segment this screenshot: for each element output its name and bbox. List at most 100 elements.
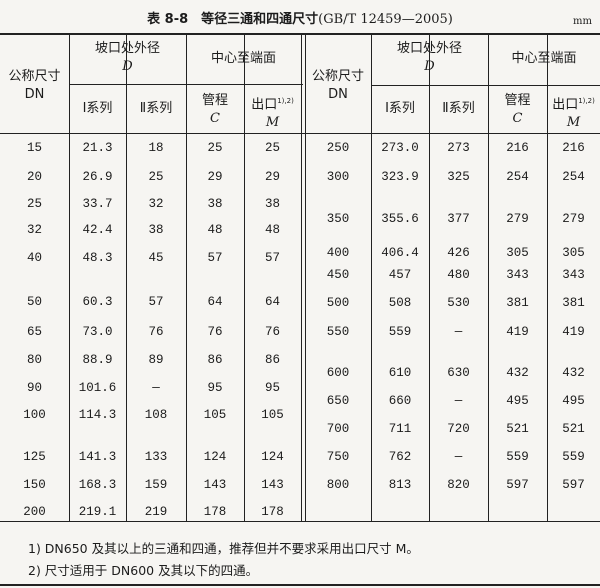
- cell-outlet-m: 559: [562, 450, 585, 464]
- cell-run-c: 76: [207, 325, 223, 339]
- cell-series2-d: 89: [148, 353, 164, 367]
- cell-series2-d: 76: [148, 325, 164, 339]
- header-series-2: Ⅱ系列: [139, 101, 173, 116]
- cell-run-c: 105: [203, 408, 227, 422]
- cell-outlet-m: 216: [562, 141, 585, 155]
- cell-series2-d: 273: [447, 141, 470, 155]
- cell-run-c: 343: [506, 268, 529, 282]
- cell-series2-d: —: [152, 381, 160, 395]
- cell-series1-d: 762: [388, 450, 412, 464]
- rule-line: [371, 85, 600, 86]
- cell-outlet-m: 29: [264, 170, 280, 184]
- cell-series1-d: 610: [388, 366, 412, 380]
- cell-run-c: 86: [207, 353, 223, 367]
- cell-run-c: 38: [207, 197, 223, 211]
- unit-label: mm: [573, 16, 592, 27]
- cell-series2-d: 38: [148, 223, 164, 237]
- cell-outlet-m: 178: [261, 505, 284, 519]
- cell-dn: 450: [326, 268, 350, 282]
- cell-outlet-m: 76: [264, 325, 280, 339]
- cell-dn: 125: [23, 450, 46, 464]
- cell-series2-d: 377: [447, 212, 470, 226]
- cell-run-c: 48: [207, 223, 223, 237]
- cell-run-c: 29: [207, 170, 223, 184]
- header-nominal-size: 公称尺寸 DN: [311, 69, 364, 102]
- cell-dn: 350: [326, 212, 350, 226]
- cell-series1-d: 273.0: [381, 141, 419, 155]
- rule-line: [0, 133, 600, 134]
- header-outlet-m: 出口1),2) M: [552, 97, 595, 131]
- cell-dn: 25: [26, 197, 42, 211]
- cell-dn: 300: [326, 170, 350, 184]
- cell-series2-d: —: [454, 450, 463, 464]
- cell-series2-d: —: [454, 325, 463, 339]
- cell-series2-d: 325: [447, 170, 470, 184]
- cell-outlet-m: 305: [562, 246, 585, 260]
- cell-outlet-m: 48: [264, 223, 280, 237]
- cell-series2-d: 133: [144, 450, 168, 464]
- cell-run-c: 432: [506, 366, 529, 380]
- cell-dn: 32: [26, 223, 42, 237]
- cell-run-c: 381: [506, 296, 529, 310]
- cell-series1-d: 711: [388, 422, 412, 436]
- cell-series1-d: 559: [388, 325, 412, 339]
- cell-outlet-m: 279: [562, 212, 585, 226]
- header-outer-diameter: 坡口处外径 D: [396, 41, 462, 74]
- cell-dn: 250: [326, 141, 350, 155]
- header-run-c: 管程 C: [504, 93, 531, 126]
- cell-series1-d: 457: [388, 268, 412, 282]
- cell-series2-d: 630: [447, 366, 470, 380]
- cell-series1-d: 114.3: [78, 408, 117, 422]
- cell-outlet-m: 343: [562, 268, 585, 282]
- cell-series2-d: 530: [447, 296, 470, 310]
- cell-outlet-m: 124: [261, 450, 284, 464]
- cell-dn: 600: [326, 366, 350, 380]
- column-line: [488, 33, 489, 521]
- cell-dn: 700: [326, 422, 350, 436]
- cell-run-c: 124: [203, 450, 227, 464]
- header-run-c: 管程 C: [201, 93, 228, 126]
- cell-dn: 40: [26, 251, 42, 265]
- cell-dn: 90: [26, 381, 42, 395]
- cell-outlet-m: 57: [264, 251, 280, 265]
- cell-outlet-m: 254: [562, 170, 585, 184]
- cell-outlet-m: 105: [261, 408, 284, 422]
- header-series-1: Ⅰ系列: [82, 101, 113, 116]
- cell-run-c: 216: [506, 141, 529, 155]
- cell-dn: 20: [26, 170, 42, 184]
- cell-run-c: 279: [506, 212, 529, 226]
- cell-dn: 80: [26, 353, 42, 367]
- cell-series1-d: 48.3: [82, 251, 113, 265]
- cell-series1-d: 168.3: [78, 478, 117, 492]
- cell-series1-d: 26.9: [82, 170, 113, 184]
- cell-series2-d: 18: [148, 141, 164, 155]
- cell-series2-d: 45: [148, 251, 164, 265]
- header-center-to-end: 中心至端面: [511, 51, 577, 66]
- cell-series1-d: 355.6: [381, 212, 419, 226]
- cell-outlet-m: 86: [264, 353, 280, 367]
- cell-series1-d: 406.4: [381, 246, 419, 260]
- rule-line: [0, 33, 600, 35]
- cell-run-c: 559: [506, 450, 529, 464]
- header-nominal-size: 公称尺寸 DN: [8, 69, 61, 102]
- cell-outlet-m: 419: [562, 325, 585, 339]
- cell-series1-d: 21.3: [82, 141, 113, 155]
- column-line: [429, 33, 430, 521]
- cell-outlet-m: 38: [264, 197, 280, 211]
- cell-series1-d: 141.3: [78, 450, 117, 464]
- cell-outlet-m: 64: [264, 295, 280, 309]
- cell-run-c: 95: [207, 381, 223, 395]
- rule-line: [0, 521, 600, 522]
- cell-series1-d: 660: [388, 394, 412, 408]
- cell-dn: 400: [326, 246, 350, 260]
- cell-series1-d: 33.7: [82, 197, 113, 211]
- cell-series1-d: 219.1: [78, 505, 117, 519]
- cell-series1-d: 73.0: [82, 325, 113, 339]
- cell-run-c: 305: [506, 246, 529, 260]
- cell-series2-d: 426: [447, 246, 470, 260]
- cell-outlet-m: 432: [562, 366, 585, 380]
- header-outer-diameter: 坡口处外径 D: [94, 41, 160, 74]
- cell-outlet-m: 521: [562, 422, 585, 436]
- cell-dn: 500: [326, 296, 350, 310]
